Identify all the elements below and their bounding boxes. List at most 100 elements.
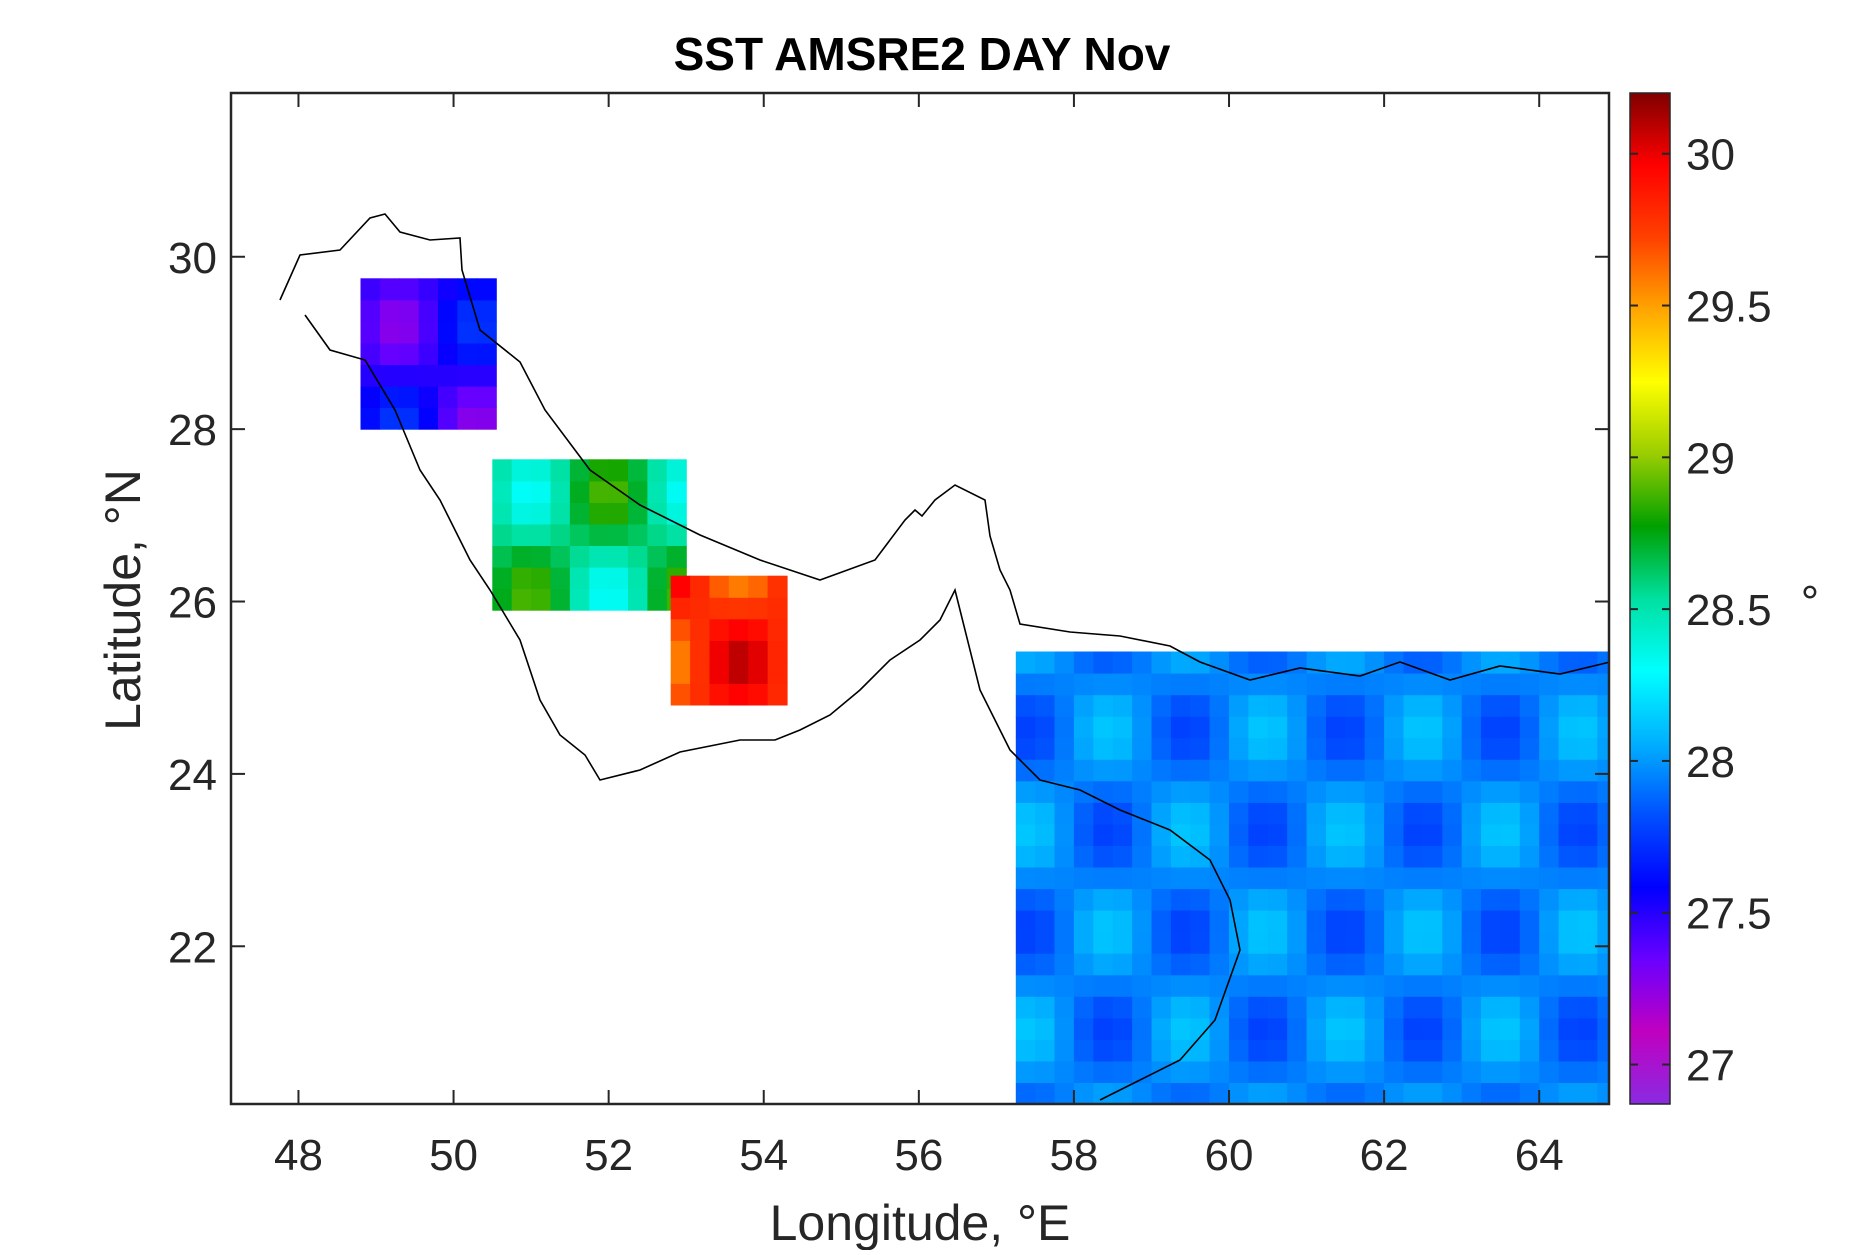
sst-cell (1248, 651, 1269, 674)
y-ticks: 22 24 26 28 30 (168, 234, 1609, 972)
sst-cell (1578, 1060, 1598, 1083)
sst-cell (476, 386, 497, 409)
sst-cell (1364, 910, 1385, 933)
sst-cell (1267, 910, 1288, 933)
sst-cell (360, 407, 381, 430)
sst-cell (1461, 1060, 1482, 1083)
sst-cell (1481, 996, 1501, 1019)
sst-cell (457, 386, 478, 409)
sst-cell (1170, 694, 1191, 717)
sst-cell (1539, 931, 1560, 954)
sst-cell (1364, 974, 1385, 997)
sst-cell (1132, 759, 1153, 782)
sst-cell (1461, 1017, 1482, 1040)
sst-cell (1345, 867, 1366, 890)
sst-cell (1403, 888, 1424, 911)
sst-cell (666, 480, 687, 503)
sst-cell (1422, 1060, 1443, 1083)
sst-cell (1112, 759, 1133, 782)
sst-cell (1248, 716, 1269, 739)
sst-cell (1539, 823, 1560, 846)
sst-cell (1442, 694, 1463, 717)
sst-cell (457, 321, 478, 344)
sst-cell (1132, 931, 1153, 954)
sst-cell (1384, 823, 1405, 846)
sst-cell (1442, 953, 1463, 976)
sst-cell (1403, 651, 1424, 674)
y-tick-label: 26 (168, 579, 217, 628)
sst-cell (1267, 737, 1288, 760)
sst-cell (647, 480, 668, 503)
sst-cell (1326, 845, 1346, 868)
sst-cell (1539, 1060, 1560, 1083)
sst-cell (1539, 974, 1560, 997)
sst-cell (767, 597, 788, 620)
sst-cell (1229, 996, 1249, 1019)
sst-cell (1364, 716, 1385, 739)
sst-cell (379, 407, 400, 430)
sst-cell (476, 364, 497, 387)
x-tick-label: 58 (1049, 1131, 1098, 1180)
sst-cell (360, 299, 381, 322)
sst-cell (1229, 867, 1249, 890)
sst-cell (1519, 845, 1540, 868)
sst-cell (1597, 845, 1610, 868)
sst-cell (1132, 1039, 1153, 1062)
sst-cell (1054, 1017, 1075, 1040)
sst-cell (748, 618, 769, 641)
sst-cell (511, 502, 532, 525)
sst-cell (1267, 888, 1288, 911)
sst-cell (1287, 931, 1308, 954)
sst-cell (1229, 974, 1249, 997)
sst-cell (1558, 888, 1579, 911)
sst-cell (1132, 716, 1153, 739)
sst-cell (1190, 931, 1211, 954)
sst-cell (457, 342, 478, 365)
sst-cell (1578, 996, 1598, 1019)
sst-cell (1539, 673, 1560, 696)
sst-cell (767, 640, 788, 663)
sst-cell (1578, 1039, 1598, 1062)
sst-cell (1345, 759, 1366, 782)
sst-cell (1112, 953, 1133, 976)
sst-cell (1151, 867, 1172, 890)
sst-cell (1403, 823, 1424, 846)
sst-cell (1539, 867, 1560, 890)
sst-cell (1345, 780, 1366, 803)
sst-cell (1345, 1039, 1366, 1062)
sst-cell (1442, 867, 1463, 890)
sst-cell (1597, 910, 1610, 933)
sst-cell (1170, 1039, 1191, 1062)
sst-cell (1151, 845, 1172, 868)
sst-cell (1578, 737, 1598, 760)
sst-cell (511, 545, 532, 568)
sst-cell (569, 523, 590, 546)
sst-cell (1558, 716, 1579, 739)
sst-cell (492, 502, 513, 525)
sst-cell (1248, 888, 1269, 911)
sst-cell (1364, 802, 1385, 825)
sst-cell (1015, 1082, 1036, 1105)
sst-cell (1073, 1017, 1094, 1040)
sst-cell (1229, 888, 1249, 911)
sst-cell (1558, 910, 1579, 933)
sst-cell (1345, 931, 1366, 954)
sst-cell (1558, 1039, 1579, 1062)
sst-cell (1326, 996, 1346, 1019)
sst-cell (1597, 780, 1610, 803)
sst-cell (1073, 651, 1094, 674)
sst-cell (1326, 953, 1346, 976)
sst-cell (1248, 953, 1269, 976)
sst-cell (1015, 694, 1036, 717)
sst-cell (1229, 1017, 1249, 1040)
sst-cell (1267, 931, 1288, 954)
sst-cell (1093, 780, 1114, 803)
sst-cell (1073, 673, 1094, 696)
sst-cell (1345, 1060, 1366, 1083)
sst-cell (767, 661, 788, 684)
sst-cell (1539, 996, 1560, 1019)
sst-cell (1578, 845, 1598, 868)
sst-cell (569, 459, 590, 482)
sst-cell (1132, 780, 1153, 803)
sst-cell (1015, 802, 1036, 825)
